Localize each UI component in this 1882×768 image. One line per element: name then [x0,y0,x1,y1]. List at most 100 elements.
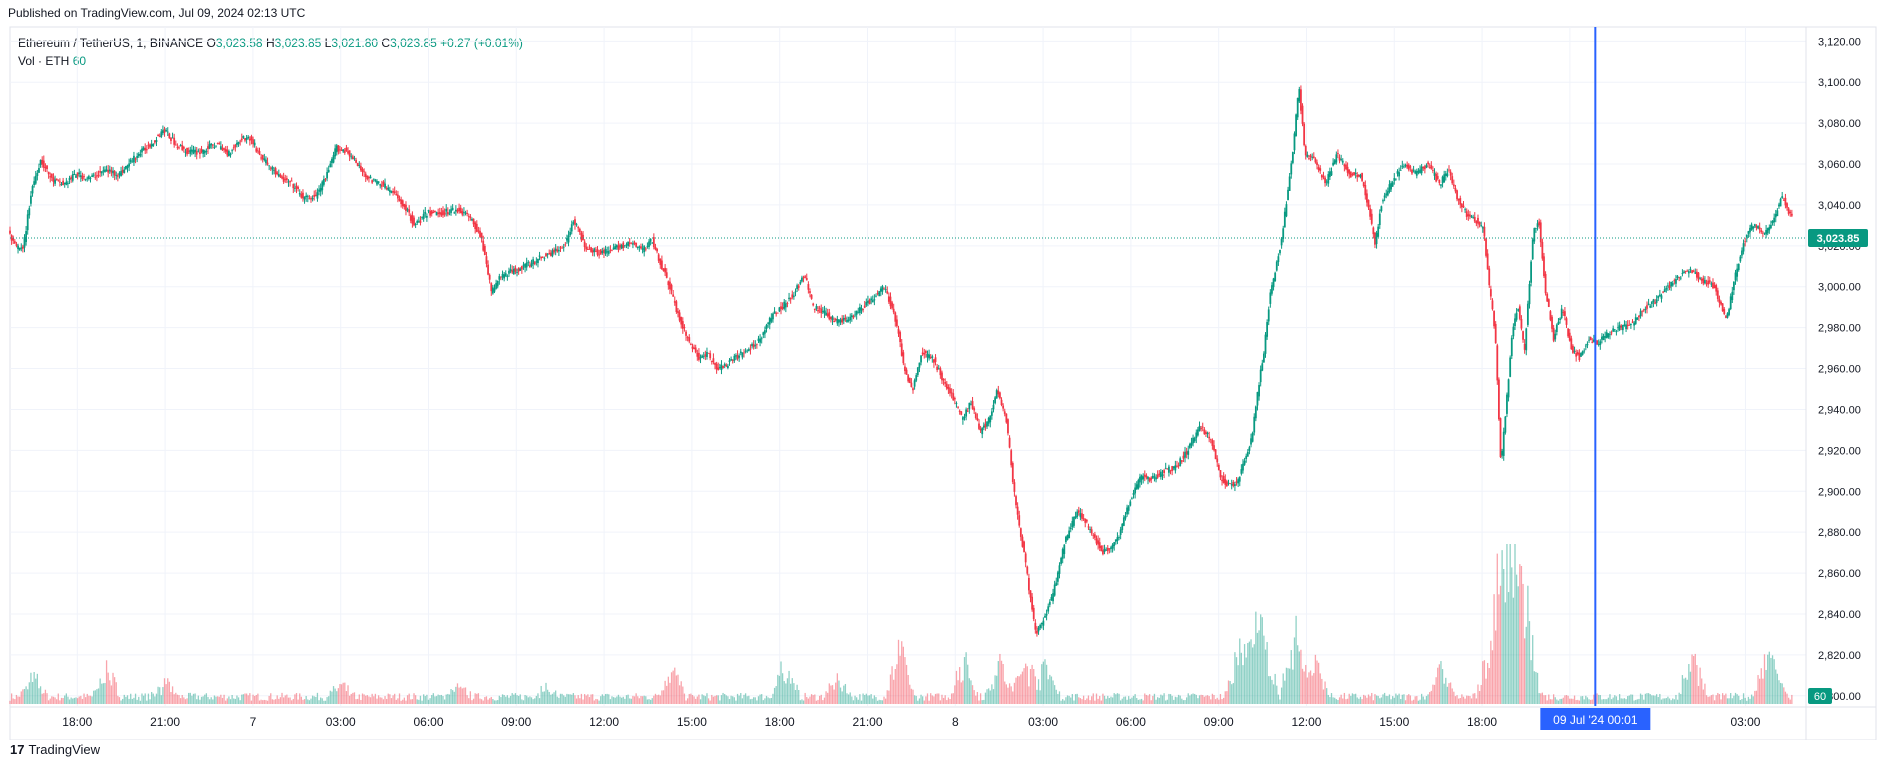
candle-body [1633,322,1636,326]
candle-body [1337,153,1339,154]
candle-body [314,194,317,196]
candle-body [248,138,251,141]
candle-body [1279,249,1281,254]
candle-body [1019,528,1022,537]
candle-body [854,314,856,316]
candle-body [1602,335,1605,341]
candle-body [205,151,208,152]
candle-body [1647,303,1650,305]
candle-body [326,171,328,179]
candle-body [999,392,1001,399]
candle-body [1652,299,1655,303]
candle-body [933,359,935,363]
volume-label[interactable]: Vol · ETH [18,54,70,68]
candle-body [691,346,694,349]
candle-body [1580,353,1582,357]
candle-body [1623,324,1626,326]
candle-body [578,228,581,233]
candle-body [1271,285,1273,294]
open-label: O [206,36,216,50]
candle-body [1601,336,1603,340]
candle-body [752,344,755,348]
candle-body [475,223,478,232]
candle-body [1254,406,1257,419]
x-tick-label: 18:00 [1467,715,1497,729]
candle-body [1525,328,1528,351]
candle-body [1296,97,1299,118]
price-chart[interactable]: 2,800.002,820.002,840.002,860.002,880.00… [0,0,1882,740]
candle-body [1787,208,1790,214]
y-tick-label: 3,080.00 [1818,118,1861,130]
candle-body [1544,273,1547,294]
candle-body [730,359,733,361]
candle-body [1784,197,1787,206]
candle-body [1459,197,1462,205]
candle-body [221,147,224,151]
candle-body [1568,332,1571,341]
crosshair-date-label: 09 Jul '24 00:01 [1553,713,1638,727]
candle-body [1520,318,1523,329]
candle-body [1419,169,1421,173]
candle-body [1786,203,1788,208]
candle-body [894,312,897,322]
candle-body [1514,318,1516,327]
candle-body [76,172,79,177]
candle-body [751,344,753,346]
candle-body [973,408,976,411]
candle-body [1660,295,1663,299]
candle-body [1021,536,1024,547]
candle-body [1679,277,1682,279]
candle-body [1010,450,1013,466]
candle-body [1415,171,1418,176]
candle-body [640,246,642,249]
candle-body [1716,290,1719,300]
candle-body [916,367,919,375]
candle-body [1375,232,1378,245]
candle-body [1694,272,1697,274]
candle-body [1634,317,1637,324]
candle-body [1713,285,1716,289]
candle-body [1488,268,1491,286]
candle-body [79,175,82,177]
x-tick-label: 03:00 [1730,715,1760,729]
candle-body [1100,546,1103,552]
candle-body [211,144,214,146]
candle-body [440,212,443,216]
candle-body [838,319,840,323]
candle-body [190,149,193,152]
candle-body [902,352,905,364]
candle-body [300,193,303,198]
candle-body [1549,311,1552,320]
candle-body [1454,188,1457,192]
candle-body [1629,323,1632,326]
candle-body [42,160,45,168]
candle-body [295,185,298,189]
candle-body [1699,277,1702,279]
candle-body [540,256,543,259]
candle-body [31,186,34,194]
candle-body [762,332,765,336]
candle-body [873,299,876,301]
low-value: 3,021.80 [331,36,379,50]
candle-body [350,156,353,158]
candle-body [652,237,655,247]
candle-body [1008,437,1011,448]
candle-body [1723,309,1726,314]
candle-body [1335,154,1338,163]
candle-body [144,147,147,151]
candle-body [812,303,815,306]
symbol-label[interactable]: Ethereum / TetherUS, 1, BINANCE [18,36,204,50]
candle-body [311,197,314,200]
candle-body [99,171,102,173]
candle-body [1618,325,1621,331]
candle-body [620,245,623,249]
candle-body [387,187,390,191]
candle-body [718,367,721,368]
candle-body [744,350,747,352]
candle-body [949,388,951,394]
candle-body [1050,597,1053,601]
candle-body [1034,622,1037,630]
candle-body [1074,516,1077,518]
candle-body [850,315,853,318]
candle-body [809,291,811,293]
